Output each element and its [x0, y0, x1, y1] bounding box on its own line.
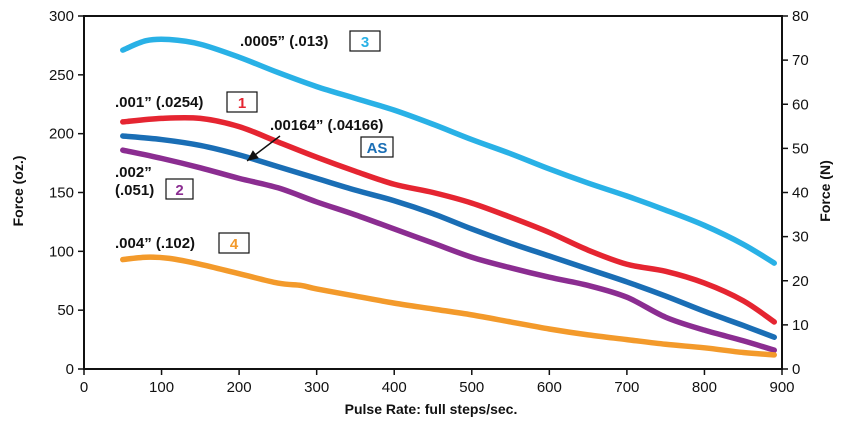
annotation-arrow-head [247, 150, 259, 161]
x-tick-label: 0 [80, 379, 88, 396]
annotation-badge-box-2 [165, 178, 194, 200]
y2-tick-label: 30 [792, 229, 809, 246]
annotation-label-4: .004” (.102) [115, 235, 195, 252]
x-tick-label: 900 [769, 379, 794, 396]
annotation-badge-box-3 [349, 30, 381, 52]
y-tick-label: 300 [49, 8, 74, 25]
y-tick-label: 250 [49, 67, 74, 84]
y-tick-label: 100 [49, 243, 74, 260]
x-tick-label: 100 [149, 379, 174, 396]
annotation-badge-box-AS [360, 136, 394, 158]
annotation-label-2-line2: (.051) [115, 182, 154, 199]
y2-tick-label: 10 [792, 317, 809, 334]
annotation-badge-4: 4 [230, 236, 239, 253]
y2-tick-label: 40 [792, 185, 809, 202]
series-line-4 [120, 254, 777, 358]
annotation-label-AS: .00164” (.04166) [270, 117, 383, 134]
x-tick-label: 400 [382, 379, 407, 396]
annotation-badge-box-4 [218, 232, 250, 254]
x-tick-label: 200 [227, 379, 252, 396]
y-tick-label: 50 [57, 302, 74, 319]
x-tick-label: 800 [692, 379, 717, 396]
series-line-1 [120, 114, 777, 325]
y2-tick-label: 20 [792, 273, 809, 290]
series-line-AS [120, 133, 777, 340]
y-axis-title-left: Force (oz.) [10, 156, 26, 227]
series-line-3 [120, 36, 777, 266]
annotation-label-1: .001” (.0254) [115, 94, 203, 111]
x-tick-label: 300 [304, 379, 329, 396]
series-line-2 [120, 147, 777, 353]
y2-tick-label: 50 [792, 140, 809, 157]
x-tick-label: 600 [537, 379, 562, 396]
y2-tick-label: 80 [792, 8, 809, 25]
annotation-badge-1: 1 [238, 95, 246, 112]
annotation-badge-box-1 [226, 91, 258, 113]
annotation-badge-AS: AS [367, 140, 388, 157]
y-axis-title-right: Force (N) [817, 160, 833, 221]
x-axis-title: Pulse Rate: full steps/sec. [345, 401, 518, 417]
x-tick-label: 700 [614, 379, 639, 396]
annotation-layer: .0005” (.013) 3 .001” (.0254) 1 .00164” (.04… [115, 30, 394, 254]
series-layer [120, 36, 777, 358]
y-tick-label: 200 [49, 126, 74, 143]
y2-tick-label: 70 [792, 52, 809, 69]
annotation-badge-2: 2 [175, 182, 183, 199]
y2-tick-label: 0 [792, 361, 800, 378]
y-tick-label: 0 [66, 361, 74, 378]
annotation-label-2: .002” [115, 164, 152, 181]
annotation-badge-3: 3 [361, 34, 369, 51]
annotation-label-3: .0005” (.013) [240, 33, 328, 50]
y2-tick-label: 60 [792, 96, 809, 113]
x-tick-label: 500 [459, 379, 484, 396]
axes-layer: 0 100 200 300 400 500 600 700 800 900050100150200… [49, 8, 809, 396]
y-tick-label: 150 [49, 185, 74, 202]
